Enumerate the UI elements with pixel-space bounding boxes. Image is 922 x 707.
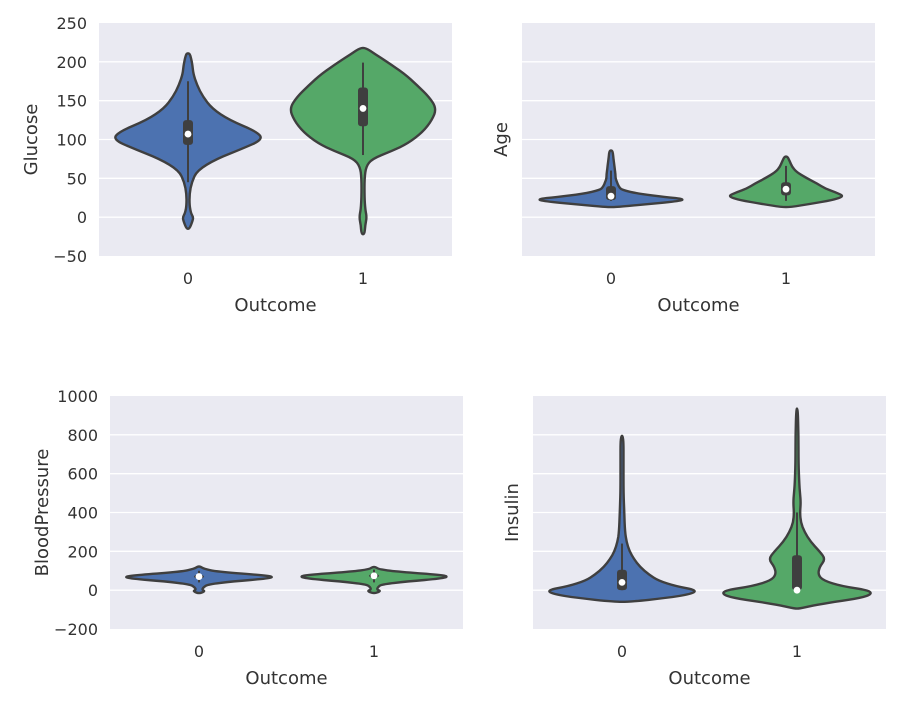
x-axis-label: Outcome xyxy=(234,295,316,316)
y-tick-label: 100 xyxy=(56,131,87,150)
panel-insulin: 0 1 Outcome Insulin xyxy=(502,396,886,689)
y-axis-label: Glucose xyxy=(21,104,42,176)
y-tick-label: 150 xyxy=(56,92,87,111)
y-axis-label: BloodPressure xyxy=(32,449,53,577)
violin-outcome-0 xyxy=(548,434,696,603)
y-tick-label: 1000 xyxy=(57,387,98,406)
y-tick-label: 0 xyxy=(77,208,87,227)
y-tick-label: 250 xyxy=(56,14,87,33)
y-tick-label: 0 xyxy=(88,581,98,600)
x-axis-label: Outcome xyxy=(668,668,750,689)
panel-age: 0 1 Outcome Age xyxy=(491,23,875,316)
x-axis-label: Outcome xyxy=(657,295,739,316)
x-tick-label: 0 xyxy=(617,642,627,661)
violin-median-point xyxy=(793,586,801,594)
x-tick-label: 0 xyxy=(194,642,204,661)
violin-median-point xyxy=(195,573,203,580)
panel-bloodpressure: −200 0 200 400 600 800 1000 0 1 Outcome BloodPress… xyxy=(32,387,463,689)
y-tick-label: 200 xyxy=(67,542,98,561)
x-tick-label: 1 xyxy=(781,269,791,288)
y-tick-label: 600 xyxy=(67,465,98,484)
y-tick-label: 400 xyxy=(67,504,98,523)
panel-glucose: −50 0 50 100 150 200 250 0 1 Outcome Glucose xyxy=(21,14,452,316)
x-tick-label: 0 xyxy=(183,269,193,288)
violin-median-point xyxy=(184,130,192,138)
y-tick-label: 50 xyxy=(67,169,87,188)
violin-median-point xyxy=(359,105,367,112)
x-axis-label: Outcome xyxy=(245,668,327,689)
x-tick-label: 0 xyxy=(606,269,616,288)
violin-median-point xyxy=(782,185,790,193)
y-tick-label: 200 xyxy=(56,53,87,72)
y-axis-label: Insulin xyxy=(502,483,523,542)
x-tick-label: 1 xyxy=(358,269,368,288)
y-tick-label: −200 xyxy=(54,620,98,639)
violin-iqr-box xyxy=(792,555,802,591)
y-tick-label: −50 xyxy=(53,247,87,266)
violin-median-point xyxy=(618,579,626,586)
y-axis-label: Age xyxy=(491,122,512,157)
violin-outcome-1 xyxy=(722,407,872,610)
x-tick-label: 1 xyxy=(792,642,802,661)
violin-median-point xyxy=(370,572,378,580)
violin-median-point xyxy=(607,192,615,200)
x-tick-label: 1 xyxy=(369,642,379,661)
y-tick-label: 800 xyxy=(67,426,98,445)
